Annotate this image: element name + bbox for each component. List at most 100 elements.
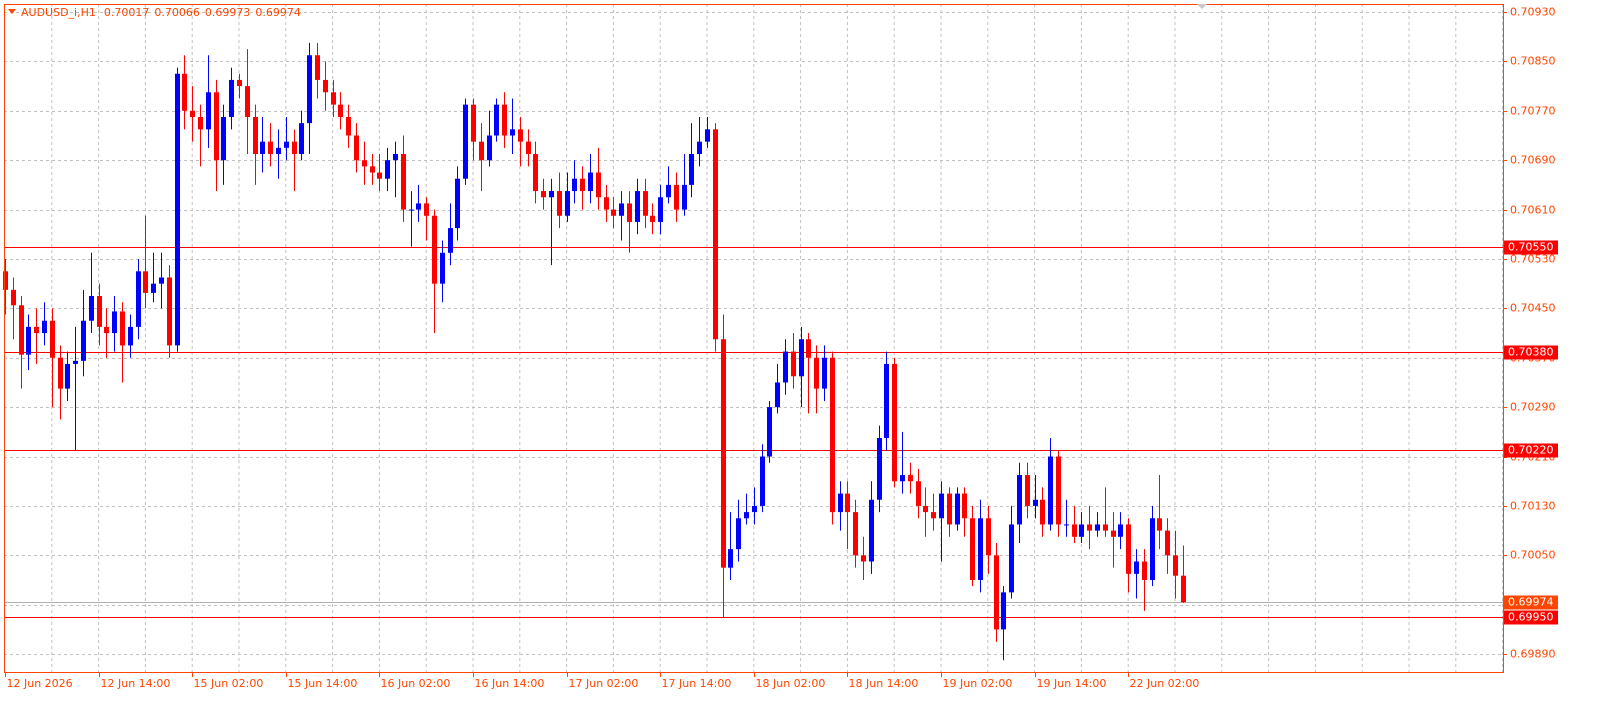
candle-body: [487, 135, 492, 161]
y-tick-label: 0.69890: [1510, 648, 1556, 661]
candle-body: [1087, 524, 1092, 531]
candle-body: [143, 271, 148, 293]
candle-body: [884, 363, 889, 439]
candle-body: [721, 339, 726, 568]
candle-body: [323, 79, 328, 93]
candle-body: [1095, 524, 1100, 531]
shift-marker: [1197, 4, 1207, 9]
candle-body: [463, 104, 468, 179]
candle-body: [268, 141, 273, 155]
current-price-label: 0.69974: [1508, 596, 1554, 609]
candle-body: [791, 351, 796, 377]
candle-body: [1157, 518, 1162, 531]
candle-body: [838, 493, 843, 513]
candle-body: [978, 518, 983, 581]
candle-body: [65, 363, 70, 389]
candle-body: [34, 326, 39, 334]
candle-body: [650, 215, 655, 222]
candle-body: [682, 184, 687, 210]
level-label: 0.70550: [1508, 241, 1554, 254]
candle-body: [11, 289, 16, 306]
candle-body: [120, 311, 125, 346]
candle-body: [346, 116, 351, 136]
header-low: 0.69973: [205, 6, 251, 19]
candle-body: [424, 203, 429, 216]
candle-body: [338, 104, 343, 117]
x-tick-label: 18 Jun 02:00: [756, 677, 826, 690]
level-label-box: [1504, 345, 1558, 360]
header: AUDUSD_i,H1 0.70017 0.70066 0.69973 0.69974: [21, 6, 301, 19]
candle-body: [284, 141, 289, 148]
candle-body: [1056, 456, 1061, 525]
candle-body: [377, 172, 382, 179]
candle-body: [151, 283, 156, 293]
y-tick-label: 0.70930: [1510, 6, 1556, 19]
candle-body: [596, 172, 601, 198]
candle-body: [689, 154, 694, 185]
candle-body: [89, 296, 94, 321]
candle-body: [1165, 530, 1170, 556]
x-tick-label: 17 Jun 02:00: [569, 677, 639, 690]
y-tick-label: 0.70130: [1510, 500, 1556, 513]
candle-body: [307, 55, 312, 124]
candle-body: [674, 184, 679, 210]
candle-body: [775, 382, 780, 408]
candle-body: [1173, 555, 1178, 576]
candle-body: [947, 493, 952, 525]
candle-body: [1103, 524, 1108, 531]
candle-body: [1126, 524, 1131, 574]
candle-body: [455, 178, 460, 229]
candle-body: [1111, 530, 1116, 537]
candle-body: [541, 191, 546, 198]
menu-arrow[interactable]: [8, 9, 16, 14]
candle-body: [557, 191, 562, 216]
y-tick-label: 0.70530: [1510, 253, 1556, 266]
candle-body: [666, 184, 671, 198]
level-label-box: [1504, 443, 1558, 458]
x-tick-label: 16 Jun 14:00: [475, 677, 545, 690]
candle-body: [518, 129, 523, 142]
symbol: AUDUSD_i,H1: [21, 6, 96, 19]
candle-body: [198, 116, 203, 130]
candle-body: [767, 407, 772, 457]
candle-body: [385, 160, 390, 179]
candle-body: [276, 147, 281, 155]
candle-body: [986, 518, 991, 556]
candle-body: [549, 191, 554, 198]
candle-body: [81, 320, 86, 361]
candle-body: [939, 493, 944, 519]
candle-body: [1040, 499, 1045, 525]
candle-body: [900, 475, 905, 482]
x-tick-label: 12 Jun 14:00: [101, 677, 171, 690]
candle-body: [393, 154, 398, 161]
candle-body: [892, 363, 897, 482]
x-tick-label: 12 Jun 2026: [7, 677, 73, 690]
candle-body: [572, 178, 577, 192]
candle-body: [245, 86, 250, 117]
candle-body: [370, 166, 375, 173]
x-tick-label: 15 Jun 02:00: [194, 677, 264, 690]
y-tick-label: 0.70450: [1510, 302, 1556, 315]
candle-body: [175, 73, 180, 346]
candle-body: [479, 141, 484, 161]
candle-body: [136, 271, 141, 327]
y-tick-label: 0.70690: [1510, 154, 1556, 167]
candle-body: [510, 129, 515, 136]
candle-body: [728, 549, 733, 568]
candle-body: [1181, 575, 1186, 603]
candle-body: [331, 92, 336, 105]
candle-body: [112, 311, 117, 334]
plot-frame: [4, 4, 1504, 673]
x-tick-label: 16 Jun 02:00: [381, 677, 451, 690]
candle-body: [362, 160, 367, 167]
y-tick-label: 0.70610: [1510, 204, 1556, 217]
candle-body: [42, 320, 47, 334]
candle-body: [50, 320, 55, 358]
candle-body: [432, 215, 437, 284]
candle-body: [1025, 475, 1030, 506]
levels: [4, 247, 1503, 618]
candle-body: [190, 110, 195, 117]
candle-body: [502, 104, 507, 136]
candle-body: [533, 154, 538, 192]
